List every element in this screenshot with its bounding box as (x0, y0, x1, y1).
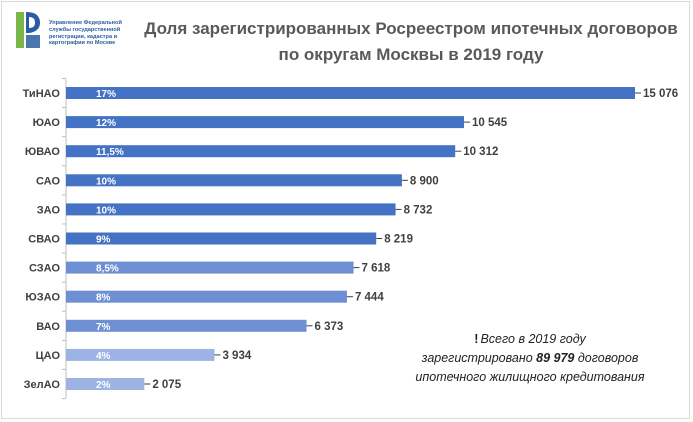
value-label: 10 545 (472, 117, 508, 129)
value-label: 8 900 (410, 175, 439, 187)
note-line-1: Всего в 2019 году (480, 332, 586, 346)
category-label: САО (36, 175, 60, 187)
category-label: ЗелАО (24, 379, 61, 391)
value-label: 7 618 (362, 263, 391, 275)
bar (66, 319, 307, 332)
value-label: 8 732 (404, 204, 433, 216)
logo-line: службы государственной (49, 26, 121, 33)
share-label: 8% (96, 293, 111, 304)
share-label: 4% (96, 351, 111, 362)
share-label: 11,5% (96, 147, 124, 158)
share-label: 10% (96, 205, 116, 216)
value-label: 3 934 (222, 350, 251, 362)
bar (66, 378, 145, 390)
total-note: ! Всего в 2019 году зарегистрировано 89 9… (385, 330, 675, 387)
logo-caption: Управление Федеральной службы государств… (49, 20, 139, 47)
value-label: 2 075 (152, 379, 181, 391)
note-line-3: ипотечного жилищного кредитования (415, 370, 645, 384)
note-line-2-post: договоров (577, 351, 639, 365)
rosreestr-logo: Управление Федеральной службы государств… (10, 8, 135, 54)
share-label: 10% (96, 176, 116, 187)
share-label: 8,5% (96, 264, 119, 275)
bar (66, 290, 347, 303)
note-line-2-pre: зарегистрировано (421, 351, 533, 365)
value-label: 6 373 (315, 321, 344, 333)
bar (66, 116, 464, 129)
category-label: ВАО (36, 321, 60, 333)
share-label: 17% (96, 89, 116, 100)
bar (66, 261, 354, 274)
bar (66, 203, 396, 216)
bar (66, 174, 402, 187)
category-label: СВАО (28, 234, 60, 246)
bar (66, 348, 215, 361)
logo-line: Управление Федеральной (49, 20, 122, 26)
share-label: 9% (96, 235, 111, 246)
value-label: 10 312 (463, 146, 498, 158)
bar (66, 232, 377, 245)
note-total-number: 89 979 (536, 351, 575, 365)
share-label: 12% (96, 118, 116, 129)
value-label: 7 444 (355, 292, 384, 304)
category-label: ЮВАО (25, 146, 61, 158)
value-label: 8 219 (384, 234, 413, 246)
bar (66, 145, 456, 158)
value-label: 15 076 (643, 88, 678, 100)
category-label: ЦАО (36, 350, 61, 362)
category-label: ЮЗАО (25, 292, 60, 304)
rosreestr-emblem-icon (16, 12, 40, 48)
exclamation-mark: ! (474, 332, 479, 346)
bar (66, 87, 635, 99)
category-label: ТиНАО (23, 88, 61, 100)
chart-title: Доля зарегистрированных Росреестром ипот… (144, 19, 678, 64)
category-label: ЮАО (33, 117, 61, 129)
share-label: 2% (96, 380, 111, 391)
logo-line: регистрации, кадастра и (49, 33, 118, 40)
category-label: ЗАО (37, 204, 61, 216)
logo-line: картографии по Москве (49, 40, 116, 47)
category-label: СЗАО (29, 263, 60, 275)
share-label: 7% (96, 322, 111, 333)
